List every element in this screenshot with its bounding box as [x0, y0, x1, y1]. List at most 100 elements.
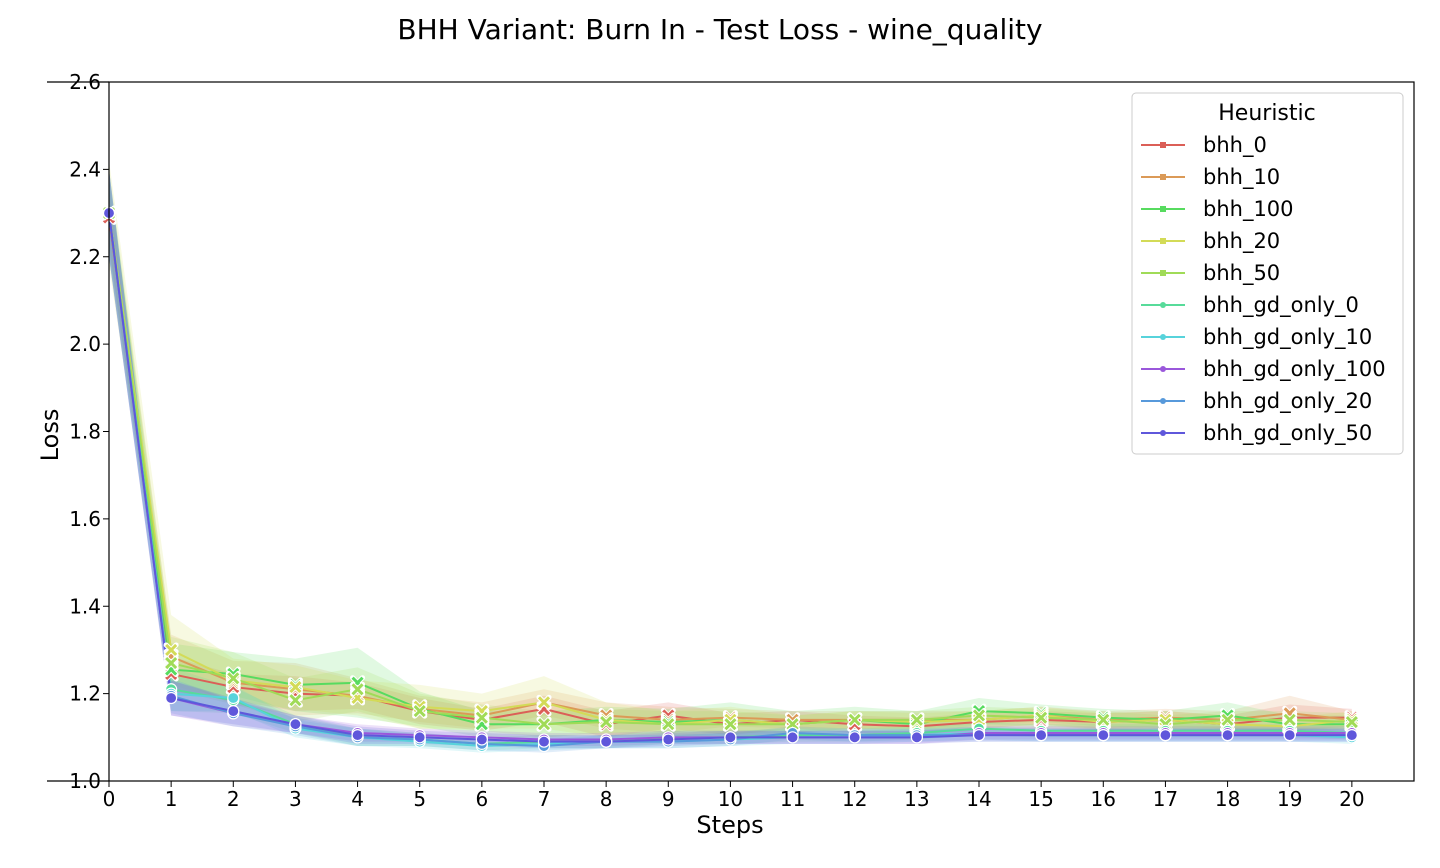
marker-stroke [1097, 713, 1110, 726]
marker-bhh_50-15 [1033, 710, 1049, 726]
legend: Heuristic bhh_0 bhh_10 bhh_100 bhh_20 bhh_50… [1131, 92, 1404, 455]
y-tick-label: 2.0 [69, 332, 101, 356]
marker-bhh_gd_only_50-1 [165, 691, 178, 705]
marker-bhh_gd_only_50-5 [413, 731, 426, 744]
marker-bhh_50-3 [287, 692, 303, 708]
x-tick-label: 4 [351, 787, 364, 811]
marker-bhh_gd_only_50-18 [1221, 729, 1234, 742]
y-tick-label: 1.4 [69, 594, 101, 618]
x-tick-label: 13 [904, 787, 929, 811]
legend-label: bhh_0 [1203, 133, 1267, 158]
legend-entry-bhh_gd_only_20: bhh_gd_only_20 [1141, 389, 1372, 414]
marker-stroke [786, 718, 799, 731]
legend-label: bhh_100 [1203, 197, 1294, 222]
marker-bhh_50-14 [971, 707, 987, 723]
marker-stroke [1221, 713, 1234, 726]
legend-marker [1160, 366, 1166, 372]
legend-marker [1160, 270, 1166, 276]
x-axis-label: Steps [696, 811, 763, 839]
legend-entry-bhh_gd_only_10: bhh_gd_only_10 [1141, 325, 1372, 350]
y-tick-label: 2.4 [69, 157, 101, 181]
marker-bhh_50-6 [474, 710, 490, 726]
legend-entry-bhh_100: bhh_100 [1141, 197, 1294, 222]
marker-bhh_50-7 [536, 716, 552, 732]
marker-bhh_50-16 [1095, 712, 1111, 728]
legend-entry-bhh_50: bhh_50 [1141, 261, 1280, 286]
legend-marker [1160, 302, 1166, 308]
legend-label: bhh_gd_only_20 [1203, 389, 1372, 414]
x-tick-label: 6 [475, 787, 488, 811]
marker-stroke [724, 718, 737, 731]
legend-marker [1160, 334, 1166, 340]
marker-stroke [972, 709, 986, 722]
marker-bhh_50-11 [785, 716, 801, 732]
marker-stroke [351, 683, 364, 696]
legend-title: Heuristic [1218, 101, 1315, 126]
x-tick-label: 9 [662, 787, 675, 811]
legend-frame [1131, 92, 1404, 455]
marker-bhh_20-1 [163, 642, 179, 658]
marker-bhh_50-20 [1344, 714, 1360, 730]
marker-bhh_50-8 [598, 714, 614, 730]
legend-entry-bhh_10: bhh_10 [1141, 165, 1280, 190]
legend-label: bhh_gd_only_10 [1203, 325, 1372, 350]
x-tick-label: 18 [1215, 787, 1240, 811]
marker-bhh_50-4 [350, 681, 366, 697]
legend-label: bhh_gd_only_50 [1203, 421, 1372, 446]
marker-bhh_gd_only_50-6 [475, 733, 488, 746]
marker-stroke [662, 718, 675, 731]
x-tick-label: 10 [718, 787, 743, 811]
legend-entry-bhh_gd_only_0: bhh_gd_only_0 [1141, 293, 1359, 318]
legend-marker [1160, 238, 1166, 244]
marker-bhh_gd_only_50-15 [1035, 729, 1048, 742]
x-tick-label: 2 [227, 787, 240, 811]
marker-stroke [289, 681, 302, 694]
marker-bhh_gd_only_50-16 [1097, 729, 1110, 742]
x-tick-label: 20 [1339, 787, 1364, 811]
y-axis-label: Loss [36, 409, 64, 462]
legend-label: bhh_20 [1203, 229, 1280, 254]
legend-label: bhh_10 [1203, 165, 1280, 190]
marker-bhh_gd_only_50-7 [537, 735, 551, 748]
legend-entry-bhh_20: bhh_20 [1141, 229, 1280, 254]
legend-marker [1160, 174, 1166, 180]
legend-marker [1160, 430, 1166, 436]
marker-stroke [910, 713, 923, 726]
y-tick-label: 1.6 [69, 507, 101, 531]
marker-stroke [537, 718, 551, 731]
x-tick-label: 12 [842, 787, 867, 811]
y-tick-label: 2.2 [69, 245, 101, 269]
legend-marker [1160, 206, 1166, 212]
series-markers [101, 205, 1360, 753]
marker-bhh_50-2 [225, 670, 241, 686]
marker-bhh_gd_only_50-9 [662, 733, 675, 746]
marker-bhh_gd_only_50-14 [972, 729, 986, 742]
x-tick-label: 8 [600, 787, 613, 811]
y-tick-label: 1.0 [69, 769, 101, 793]
marker-stroke [165, 643, 178, 656]
legend-label: bhh_gd_only_100 [1203, 357, 1386, 382]
marker-bhh_gd_only_50-4 [351, 729, 364, 742]
y-tick-label: 2.6 [69, 70, 101, 94]
legend-entry-bhh_gd_only_100: bhh_gd_only_100 [1141, 357, 1386, 382]
marker-bhh_50-1 [163, 655, 179, 671]
legend-label: bhh_50 [1203, 261, 1280, 286]
marker-bhh_gd_only_50-20 [1345, 729, 1358, 742]
marker-bhh_20-7 [536, 694, 552, 710]
legend-entry-bhh_gd_only_50: bhh_gd_only_50 [1141, 421, 1372, 446]
x-tick-label: 19 [1277, 787, 1302, 811]
marker-bhh_gd_only_50-10 [724, 731, 737, 744]
marker-bhh_gd_only_50-3 [289, 718, 302, 731]
marker-bhh_gd_only_50-11 [786, 731, 799, 744]
marker-stroke [1035, 711, 1048, 724]
x-tick-label: 5 [413, 787, 426, 811]
legend-marker [1160, 142, 1166, 148]
marker-stroke [1283, 713, 1296, 726]
x-tick-label: 17 [1153, 787, 1178, 811]
y-tick-label: 1.8 [69, 420, 101, 444]
marker-bhh_20-3 [287, 679, 303, 695]
marker-stroke [413, 705, 426, 718]
x-tick-label: 11 [780, 787, 805, 811]
marker-bhh_gd_only_50-19 [1283, 729, 1296, 742]
marker-stroke [289, 694, 302, 707]
